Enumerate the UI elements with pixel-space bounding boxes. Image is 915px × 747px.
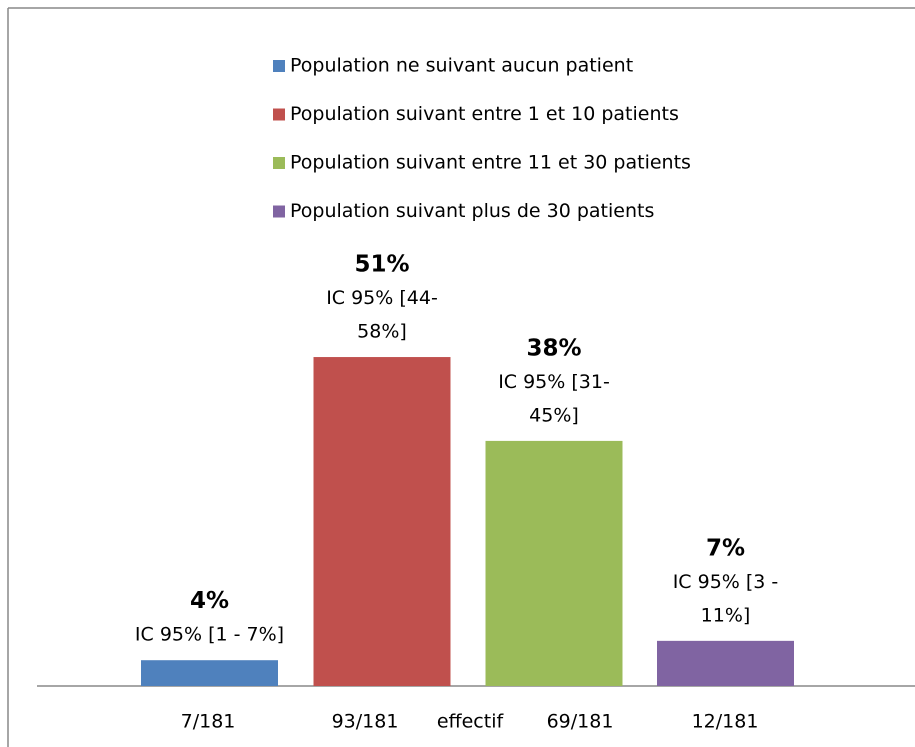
ci-label: IC 95% [3 -: [673, 571, 779, 593]
ci-label: 45%]: [529, 404, 579, 426]
value-label: 51%: [354, 252, 409, 278]
x-axis-label: effectif: [437, 711, 505, 733]
bar: [657, 640, 794, 686]
x-tick-label: 7/181: [181, 711, 236, 733]
value-label: 4%: [190, 588, 229, 614]
ci-label: IC 95% [31-: [498, 371, 610, 393]
legend-swatch: [273, 60, 285, 72]
legend-swatch: [273, 108, 285, 121]
legend-label: Population suivant plus de 30 patients: [290, 200, 654, 222]
legend-label: Population suivant entre 1 et 10 patient…: [290, 103, 679, 125]
ci-label: IC 95% [44-: [326, 287, 438, 309]
legend-swatch: [273, 157, 285, 169]
bar: [485, 440, 623, 686]
x-tick-label: 69/181: [547, 711, 614, 733]
value-label: 38%: [526, 335, 581, 361]
ci-label: 58%]: [357, 321, 407, 343]
x-tick-label: 12/181: [692, 711, 759, 733]
x-tick-label: 93/181: [332, 711, 399, 733]
value-label: 7%: [706, 535, 745, 561]
bar: [313, 357, 451, 686]
legend-label: Population suivant entre 11 et 30 patien…: [290, 152, 691, 174]
legend-label: Population ne suivant aucun patient: [290, 55, 633, 77]
ci-label: IC 95% [1 - 7%]: [135, 624, 284, 646]
legend-swatch: [273, 205, 285, 218]
bar: [141, 660, 278, 686]
ci-label: 11%]: [701, 604, 751, 626]
